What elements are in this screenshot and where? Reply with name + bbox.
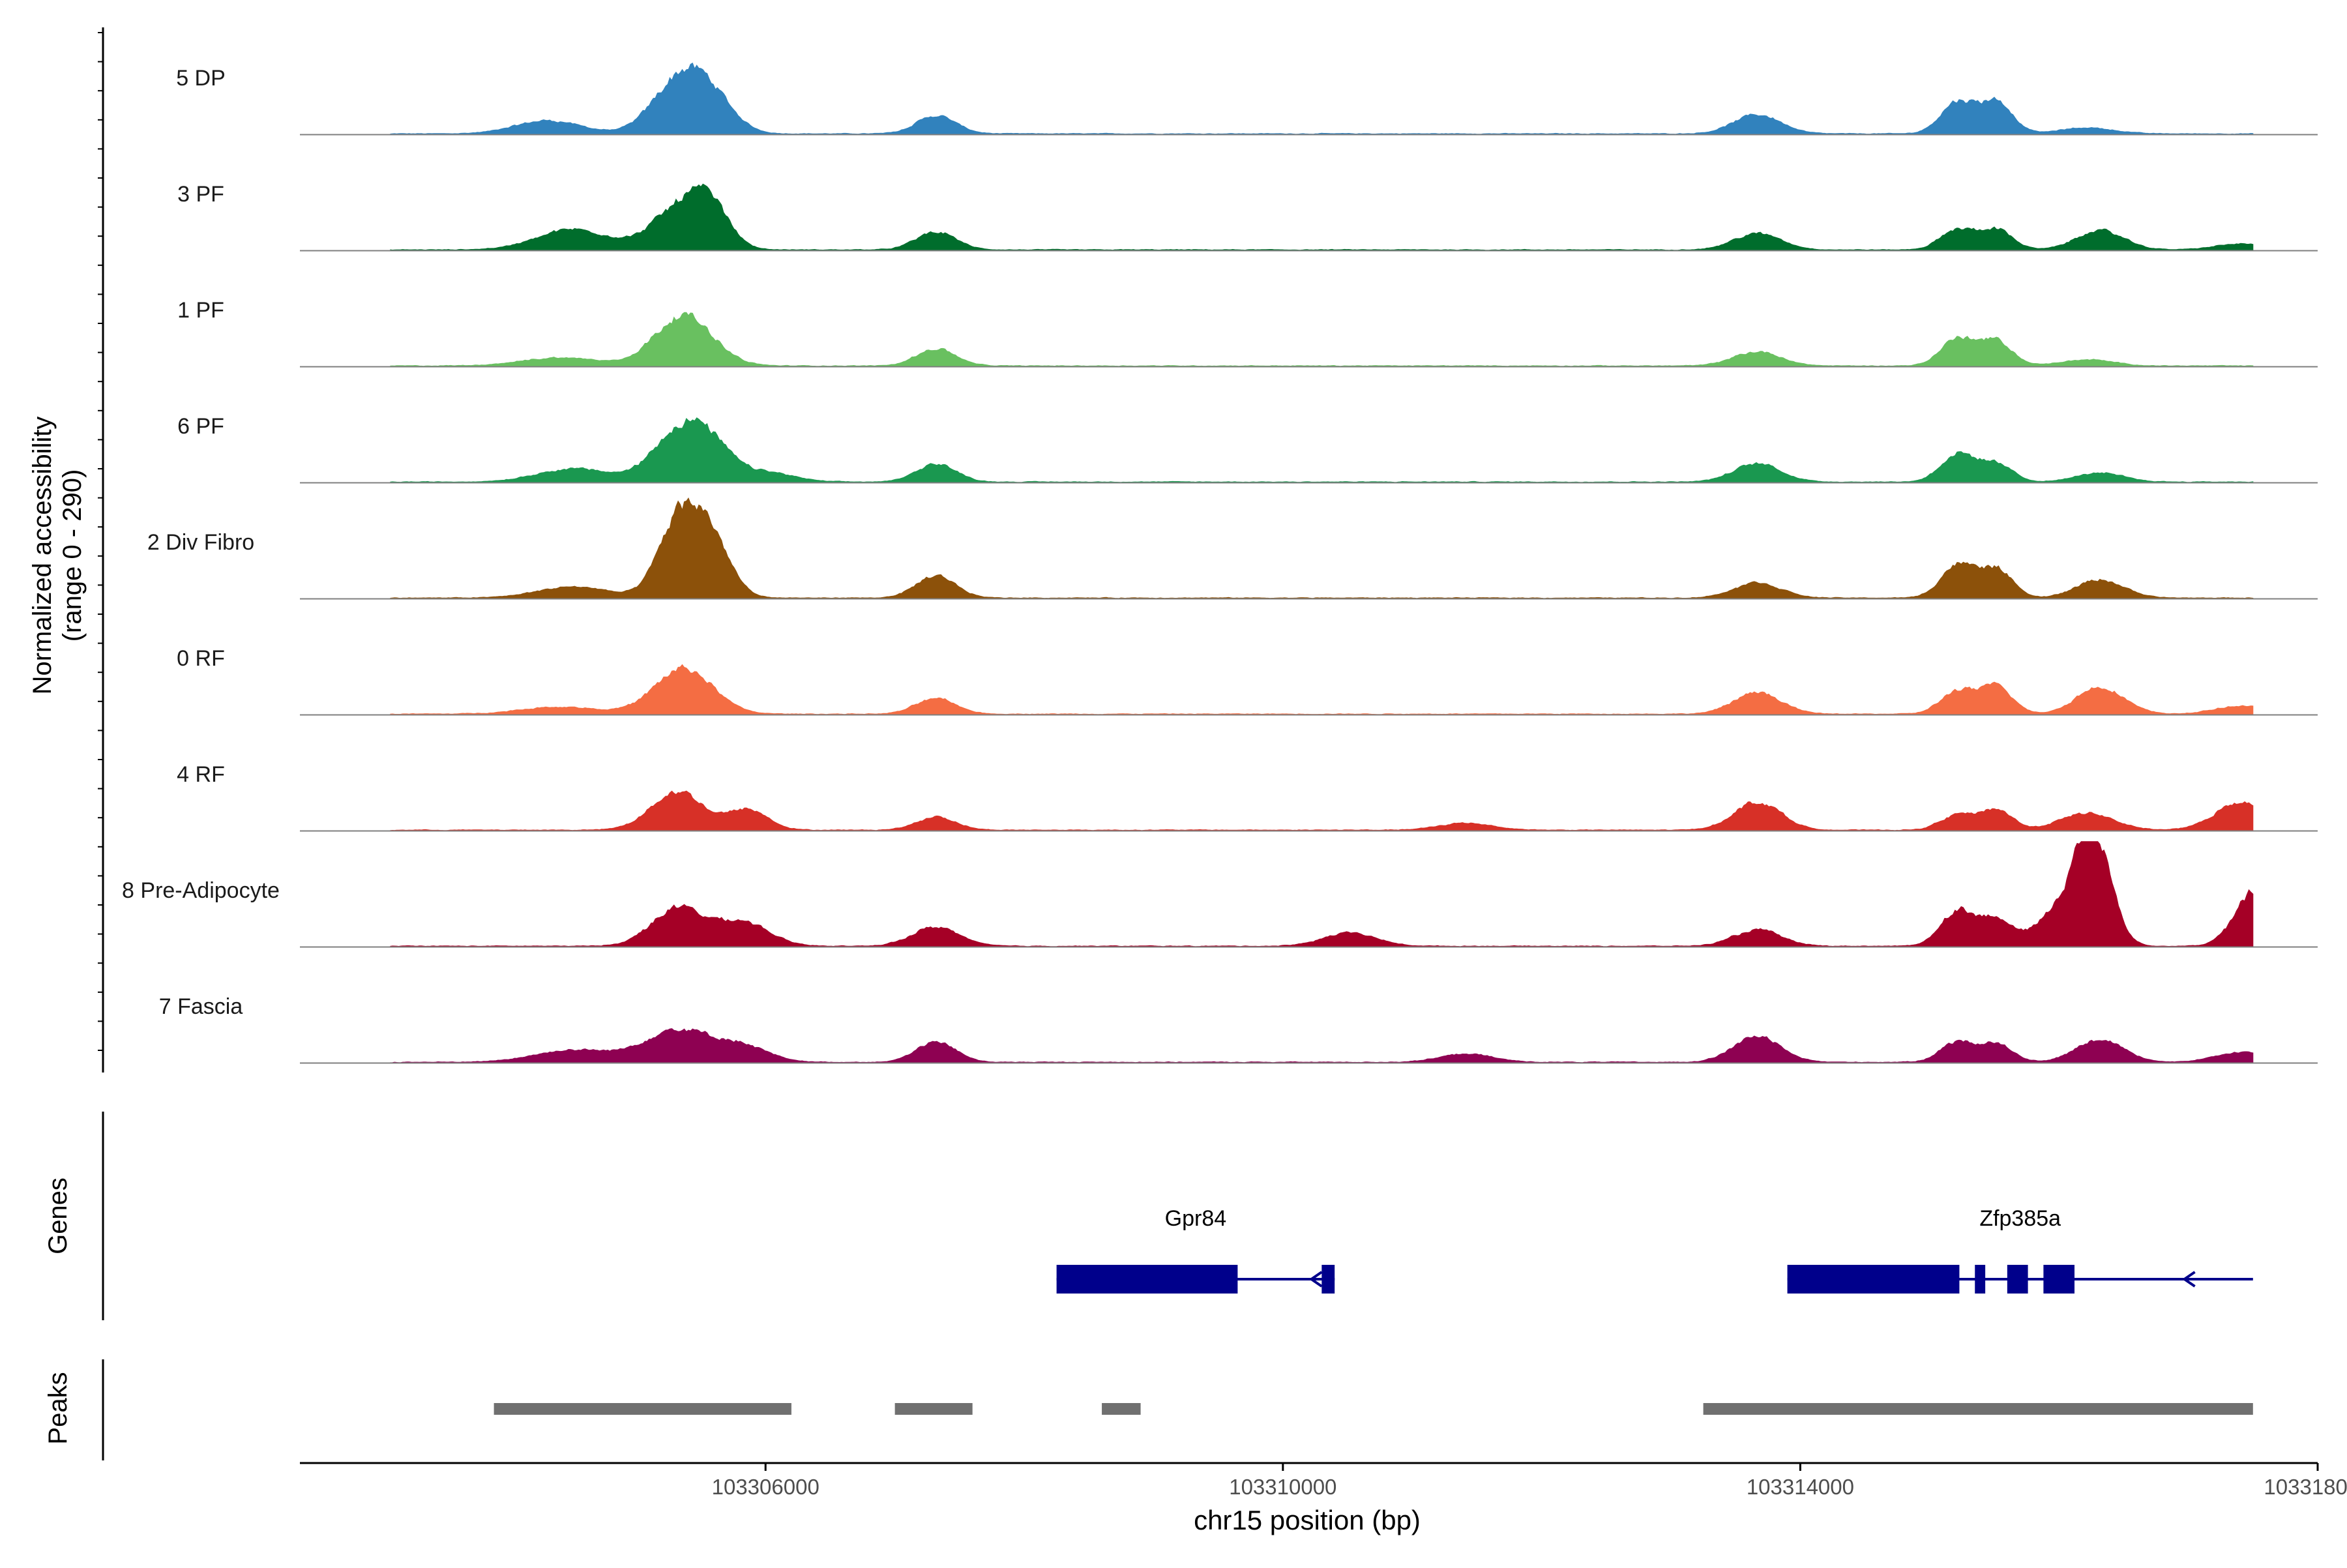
track-label: 0 RF (177, 646, 225, 671)
track-1-pf: 1 PF (177, 298, 2318, 368)
y-axis-label-range: (range 0 - 290) (58, 469, 87, 642)
x-axis-label: chr15 position (bp) (1194, 1505, 1421, 1535)
coverage-area (390, 62, 2254, 135)
gene-exon (2007, 1265, 2028, 1294)
track-3-pf: 3 PF (177, 182, 2318, 252)
track-label: 2 Div Fibro (147, 530, 254, 555)
gene-exon (2043, 1265, 2075, 1294)
track-2-div-fibro: 2 Div Fibro (147, 497, 2318, 600)
x-tick-label: 103306000 (712, 1475, 819, 1499)
gene-name-label: Zfp385a (1979, 1206, 2061, 1231)
track-label: 8 Pre-Adipocyte (122, 878, 280, 903)
gene-exon (1975, 1265, 1986, 1294)
track-label: 4 RF (177, 762, 225, 787)
track-8-pre-adipocyte: 8 Pre-Adipocyte (122, 841, 2318, 948)
axes: Normalized accessibility (range 0 - 290)… (28, 27, 2347, 1535)
y-axis-label: Normalized accessibility (28, 417, 57, 695)
track-6-pf: 6 PF (177, 414, 2318, 484)
strand-arrow (1308, 1271, 1323, 1288)
strand-arrow (2182, 1271, 2196, 1288)
peaks-axis-label: Peaks (44, 1372, 72, 1444)
track-4-rf: 4 RF (177, 762, 2318, 832)
coverage-area (390, 790, 2254, 831)
track-label: 7 Fascia (159, 994, 243, 1019)
gene-name-label: Gpr84 (1165, 1206, 1227, 1231)
track-label: 1 PF (177, 298, 224, 323)
peak-track (494, 1403, 2253, 1415)
peak-region (494, 1403, 791, 1415)
track-7-fascia: 7 Fascia (159, 994, 2318, 1064)
track-0-rf: 0 RF (177, 646, 2318, 716)
gene-track: Gpr84 Zfp385a (1056, 1206, 2253, 1294)
coverage-tracks: 5 DP 3 PF 1 PF 6 PF 2 Div Fibro 0 RF 4 RF 8 Pre… (122, 62, 2318, 1064)
gene-exon (1056, 1265, 1238, 1294)
x-tick-label: 103318000 (2264, 1475, 2347, 1499)
coverage-area (390, 841, 2254, 947)
gene-exon (1321, 1265, 1335, 1294)
track-label: 3 PF (177, 182, 224, 207)
coverage-area (390, 1028, 2254, 1063)
peak-region (1102, 1403, 1141, 1415)
x-tick-label: 103310000 (1229, 1475, 1336, 1499)
track-label: 5 DP (176, 66, 226, 91)
gene-zfp385a: Zfp385a (1787, 1206, 2253, 1294)
track-label: 6 PF (177, 414, 224, 439)
gene-gpr84: Gpr84 (1056, 1206, 1335, 1294)
coverage-area (390, 312, 2254, 367)
coverage-area (390, 497, 2254, 599)
genes-axis-label: Genes (44, 1177, 72, 1254)
peak-region (1703, 1403, 2253, 1415)
peak-region (894, 1403, 973, 1415)
x-tick-label: 103314000 (1747, 1475, 1854, 1499)
coverage-area (390, 664, 2254, 715)
track-5-dp: 5 DP (176, 62, 2318, 136)
coverage-area (390, 417, 2254, 483)
gene-exon (1787, 1265, 1960, 1294)
coverage-area (390, 183, 2254, 251)
